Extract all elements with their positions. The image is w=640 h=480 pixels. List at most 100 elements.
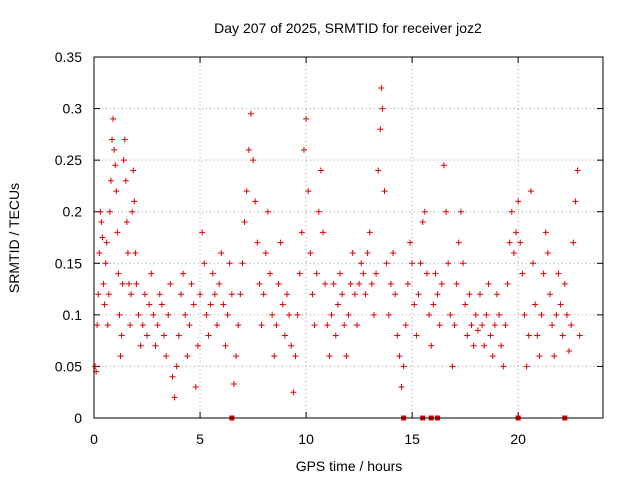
data-point	[566, 347, 573, 354]
data-point	[224, 311, 231, 318]
data-point	[400, 363, 407, 370]
data-point	[146, 301, 153, 308]
data-point	[455, 239, 462, 246]
data-point	[111, 146, 118, 153]
data-point	[201, 260, 208, 267]
data-point	[120, 157, 127, 164]
data-point	[233, 353, 240, 360]
data-point	[184, 353, 191, 360]
data-point	[546, 291, 553, 298]
data-point	[326, 353, 333, 360]
data-point	[521, 311, 528, 318]
data-point	[364, 249, 371, 256]
data-point	[286, 311, 293, 318]
data-point	[466, 291, 473, 298]
x-tick-label: 10	[298, 431, 314, 447]
data-point	[394, 332, 401, 339]
data-point	[156, 291, 163, 298]
data-point	[300, 146, 307, 153]
data-point	[101, 301, 108, 308]
x-axis-label: GPS time / hours	[296, 458, 403, 474]
x-tick-label: 5	[196, 431, 204, 447]
data-point	[243, 188, 250, 195]
data-point	[390, 249, 397, 256]
data-point	[334, 301, 341, 308]
data-point	[530, 260, 537, 267]
data-point	[175, 332, 182, 339]
data-point	[252, 198, 259, 205]
data-point	[247, 110, 254, 117]
data-point	[292, 353, 299, 360]
data-point	[432, 270, 439, 277]
data-point	[423, 270, 430, 277]
data-point	[307, 249, 314, 256]
data-point	[506, 239, 513, 246]
y-tick-label: 0.05	[55, 358, 82, 374]
data-point	[387, 280, 394, 287]
data-point	[345, 311, 352, 318]
data-point	[305, 188, 312, 195]
data-point	[434, 291, 441, 298]
data-point	[100, 280, 107, 287]
y-tick-label: 0	[74, 410, 82, 426]
data-points	[92, 84, 583, 421]
data-point	[167, 280, 174, 287]
data-point	[235, 322, 242, 329]
data-point	[262, 249, 269, 256]
data-point	[377, 126, 384, 133]
data-point	[440, 162, 447, 169]
data-point	[356, 280, 363, 287]
y-axis-label: SRMTID / TECUs	[6, 183, 22, 293]
data-point	[315, 208, 322, 215]
data-point	[283, 291, 290, 298]
data-point	[426, 311, 433, 318]
data-point	[171, 394, 178, 401]
data-point	[351, 291, 358, 298]
data-point	[413, 332, 420, 339]
data-point	[130, 167, 137, 174]
data-point	[404, 280, 411, 287]
data-point	[105, 291, 112, 298]
data-point	[489, 353, 496, 360]
data-point	[481, 342, 488, 349]
data-point	[343, 353, 350, 360]
data-point	[362, 291, 369, 298]
data-point	[502, 322, 509, 329]
data-point	[214, 322, 221, 329]
data-point	[273, 322, 280, 329]
data-point	[220, 301, 227, 308]
data-point	[523, 363, 530, 370]
data-point	[510, 249, 517, 256]
data-point	[180, 270, 187, 277]
data-point	[135, 311, 142, 318]
data-point	[385, 311, 392, 318]
data-point	[407, 239, 414, 246]
data-point	[487, 332, 494, 339]
data-point	[139, 322, 146, 329]
data-point	[165, 311, 172, 318]
data-point	[421, 208, 428, 215]
data-point	[271, 353, 278, 360]
y-tick-label: 0.2	[63, 204, 83, 220]
data-point	[169, 373, 176, 380]
data-point	[123, 219, 130, 226]
data-point	[453, 280, 460, 287]
data-point	[294, 311, 301, 318]
data-point	[398, 384, 405, 391]
data-point	[129, 208, 136, 215]
data-point	[298, 229, 305, 236]
data-point	[112, 162, 119, 169]
data-point	[150, 311, 157, 318]
data-point	[152, 342, 159, 349]
axis-ticks: 0 5 10 15 20 0 0.05 0.1 0.15 0.2 0.25 0.3 0.35	[55, 49, 603, 447]
data-point	[218, 249, 225, 256]
data-point	[320, 229, 327, 236]
data-point	[96, 249, 103, 256]
data-point	[349, 249, 356, 256]
data-point	[430, 301, 437, 308]
data-point	[141, 291, 148, 298]
data-point	[104, 322, 111, 329]
data-point	[370, 311, 377, 318]
data-point	[328, 311, 335, 318]
data-point	[132, 249, 139, 256]
